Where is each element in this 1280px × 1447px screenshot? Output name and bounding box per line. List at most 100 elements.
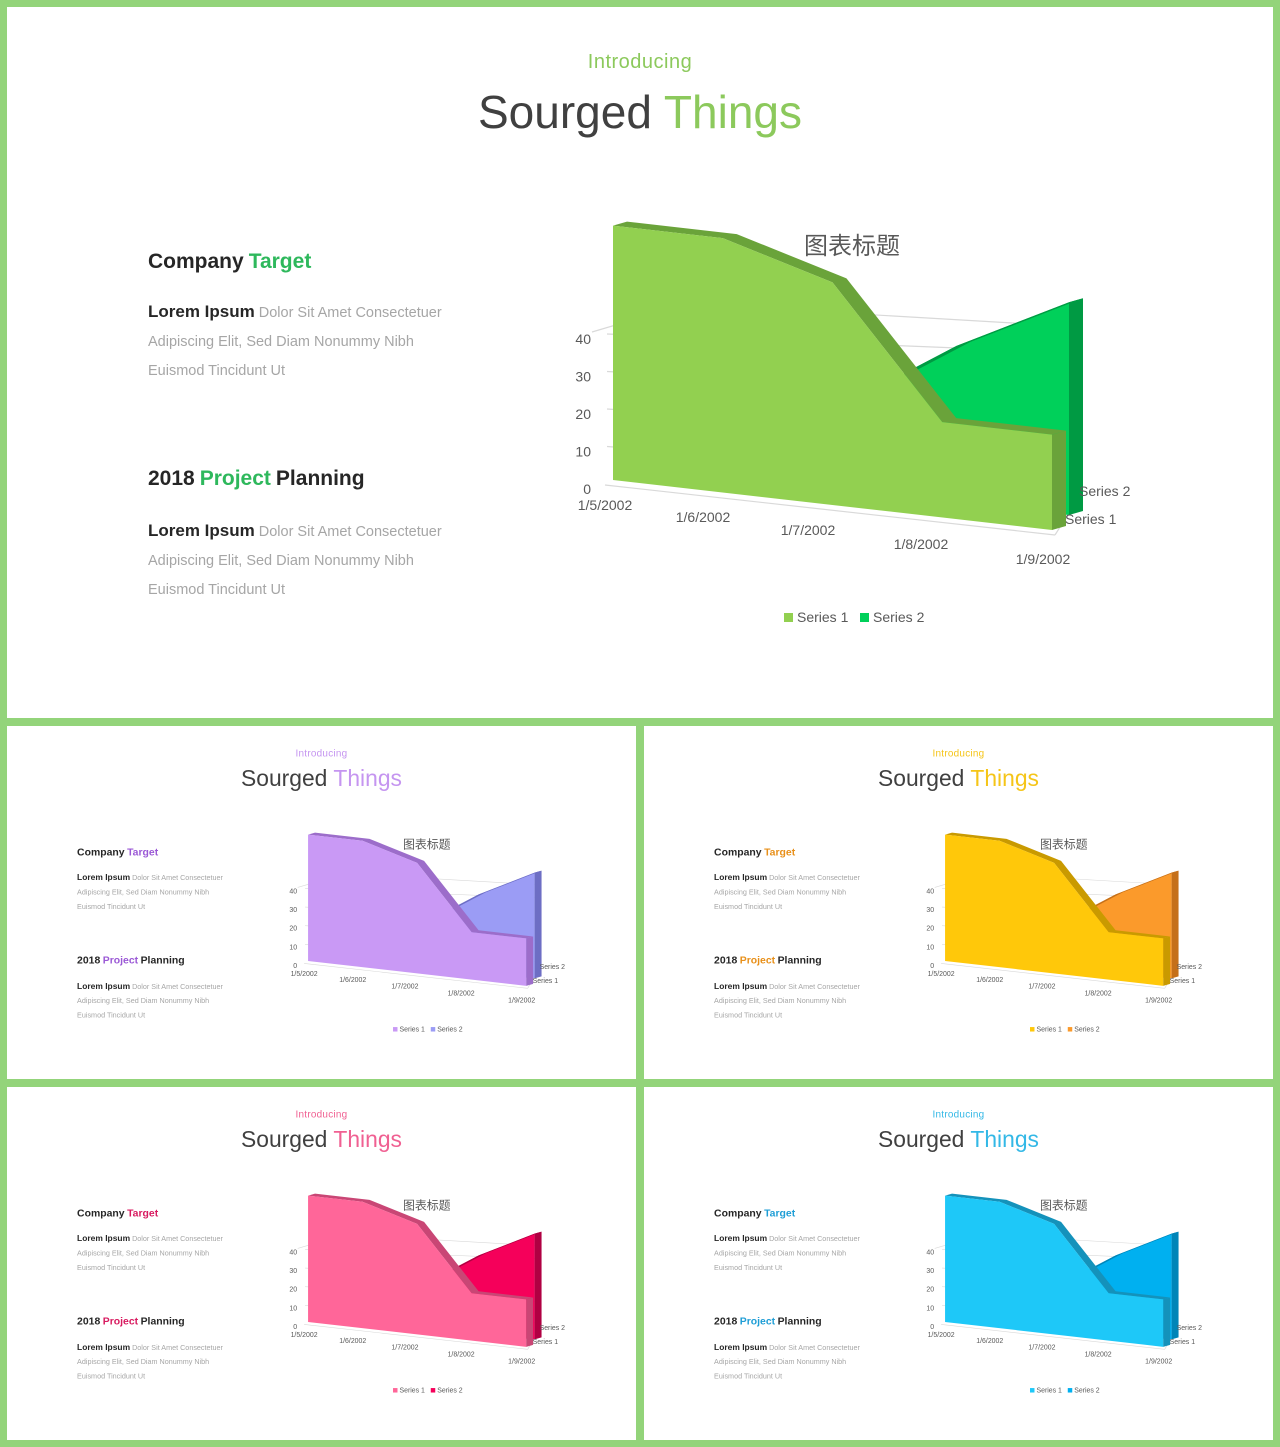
legend-label: Series 2 (1074, 1388, 1100, 1395)
y-tick-label: 20 (926, 1287, 934, 1294)
x-tick-label: 1/6/2002 (339, 1338, 366, 1345)
chart-title: 图表标题 (403, 1199, 451, 1213)
x-tick-label: 1/8/2002 (448, 990, 475, 997)
body-lead: Lorem Ipsum (77, 872, 131, 882)
y-tick-label: 0 (930, 1324, 934, 1331)
x-tick-label: 1/6/2002 (676, 509, 731, 525)
body-lead: Lorem Ipsum (77, 1233, 131, 1243)
section-heading: 2018 Project Planning (714, 955, 824, 967)
section-body: Lorem Ipsum Dolor Sit Amet Consectetuer A… (77, 979, 236, 1023)
section-body: Lorem Ipsum Dolor Sit Amet Consectetuer A… (714, 979, 873, 1023)
series-2-side (1171, 1231, 1179, 1340)
title-accent: Things (663, 86, 802, 138)
section-heading: 2018 Project Planning (77, 955, 187, 967)
heading-part: Target (764, 1207, 796, 1220)
x-tick-label: 1/9/2002 (1145, 1359, 1172, 1366)
series-1-area (308, 1195, 527, 1347)
body-text: Dolor Sit Amet Consectetuer Adipiscing E… (77, 1343, 223, 1381)
body-text: Dolor Sit Amet Consectetuer Adipiscing E… (714, 982, 860, 1020)
series-1-area (308, 834, 527, 986)
legend-swatch (430, 1388, 436, 1393)
body-lead: Lorem Ipsum (714, 1342, 768, 1352)
heading-part: Company (714, 1207, 762, 1220)
legend-swatch (784, 613, 793, 622)
y-tick-label: 10 (289, 944, 297, 951)
legend-label: Series 1 (797, 609, 849, 625)
x-tick-label: 1/9/2002 (508, 998, 535, 1005)
depth-label: Series 1 (1170, 978, 1196, 985)
heading-part: Target (248, 250, 312, 273)
x-tick-label: 1/5/2002 (578, 497, 633, 513)
x-tick-label: 1/8/2002 (1085, 990, 1112, 997)
section-heading: Company Target (77, 1208, 161, 1220)
heading-part: Planning (275, 467, 365, 490)
legend-swatch (430, 1027, 436, 1032)
series-1-side (1163, 936, 1171, 986)
title-main: Sourged (240, 1126, 328, 1153)
section-heading: Company Target (148, 250, 316, 274)
y-tick-label: 40 (289, 888, 297, 895)
section-heading: Company Target (714, 1208, 798, 1220)
x-tick-label: 1/9/2002 (508, 1359, 535, 1366)
series-2-side (534, 1231, 542, 1340)
slide-yellow: Introducing Sourged Things Company Target Lor… (644, 726, 1273, 1079)
slide-title: Sourged Things (644, 765, 1273, 792)
y-tick-label: 10 (575, 444, 591, 460)
intro-label: Introducing (295, 1108, 348, 1120)
y-tick-label: 0 (930, 963, 934, 970)
x-tick-label: 1/5/2002 (928, 1332, 955, 1339)
depth-label: Series 1 (1170, 1339, 1196, 1346)
y-tick-label: 30 (289, 907, 297, 914)
heading-part: 2018 (714, 954, 738, 966)
legend-swatch (1030, 1388, 1035, 1393)
body-text: Dolor Sit Amet Consectetuer Adipiscing E… (714, 1343, 860, 1381)
section-heading: 2018 Project Planning (148, 467, 370, 491)
intro-label: Introducing (932, 747, 985, 759)
section-heading: Company Target (77, 847, 161, 859)
section-body: Lorem Ipsum Dolor Sit Amet Consectetuer A… (148, 297, 468, 386)
y-tick-label: 0 (583, 481, 591, 497)
legend-label: Series 1 (1036, 1388, 1062, 1395)
y-tick-label: 40 (289, 1249, 297, 1256)
title-accent: Things (333, 1126, 402, 1153)
x-tick-label: 1/8/2002 (1085, 1351, 1112, 1358)
x-tick-label: 1/6/2002 (976, 1338, 1003, 1345)
y-tick-label: 20 (926, 926, 934, 933)
floor-line (304, 1324, 528, 1350)
y-tick-label: 10 (289, 1305, 297, 1312)
slide-title: Sourged Things (7, 1126, 636, 1153)
section-body: Lorem Ipsum Dolor Sit Amet Consectetuer A… (77, 1231, 236, 1275)
slide-title: Sourged Things (644, 1126, 1273, 1153)
area-chart: 图表标题 0 10 20 30 40 1/5/2002 1/6/2002 1/7/2002 1/8… (926, 1193, 1203, 1395)
title-main: Sourged (478, 86, 652, 138)
legend-swatch (1067, 1388, 1073, 1393)
body-lead: Lorem Ipsum (148, 521, 255, 540)
chart-title: 图表标题 (804, 233, 900, 260)
x-tick-label: 1/6/2002 (976, 977, 1003, 984)
legend-label: Series 2 (437, 1388, 463, 1395)
heading-part: Project (102, 1315, 139, 1327)
y-tick-label: 40 (575, 331, 591, 347)
x-tick-label: 1/7/2002 (1028, 1344, 1055, 1351)
depth-label: Series 2 (540, 964, 566, 971)
x-tick-label: 1/5/2002 (928, 971, 955, 978)
depth-label: Series 2 (1177, 964, 1203, 971)
title-main: Sourged (877, 765, 965, 792)
title-accent: Things (970, 765, 1039, 792)
slide-pink: Introducing Sourged Things Company Target Lor… (7, 1087, 636, 1440)
slide-blue: Introducing Sourged Things Company Target Lor… (644, 1087, 1273, 1440)
x-tick-label: 1/8/2002 (448, 1351, 475, 1358)
depth-label: Series 2 (540, 1325, 566, 1332)
heading-part: Project (739, 1315, 776, 1327)
y-tick-label: 30 (575, 369, 591, 385)
y-tick-label: 30 (289, 1268, 297, 1275)
section-heading: 2018 Project Planning (77, 1316, 187, 1328)
area-chart: 图表标题 0 10 20 30 40 1/5/2002 1/6/2002 1/7/2002 1/8… (575, 221, 1131, 625)
title-accent: Things (970, 1126, 1039, 1153)
title-main: Sourged (240, 765, 328, 792)
heading-part: Company (148, 250, 244, 273)
depth-label: Series 2 (1177, 1325, 1203, 1332)
x-tick-label: 1/9/2002 (1016, 551, 1071, 567)
body-lead: Lorem Ipsum (148, 302, 255, 321)
chart-title: 图表标题 (403, 838, 451, 852)
